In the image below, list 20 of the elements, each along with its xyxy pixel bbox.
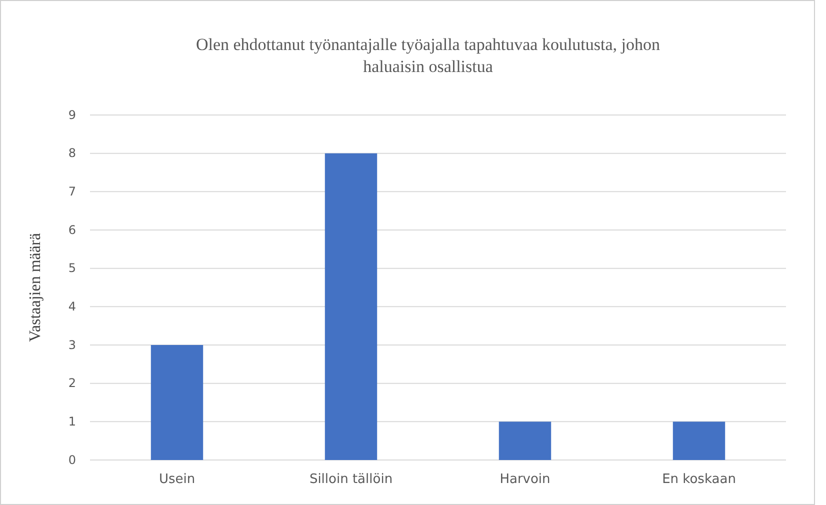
y-tick-label: 3	[68, 338, 76, 352]
x-tick-label: Harvoin	[500, 472, 550, 488]
y-tick-label: 9	[68, 108, 76, 122]
bar	[498, 422, 552, 460]
y-tick-label: 5	[68, 261, 76, 276]
y-tick-label: 8	[68, 146, 76, 160]
y-tick-label: 6	[68, 222, 76, 237]
bar	[324, 153, 378, 460]
chart-title: Olen ehdottanut työnantajalle työajalla tapahtuvaa koulutusta, johon haluaisin osallistua	[196, 35, 661, 76]
y-tick-label: 0	[68, 452, 76, 467]
y-tick-label: 1	[68, 414, 76, 429]
y-tick-label: 4	[68, 300, 76, 314]
bar	[150, 345, 204, 460]
x-tick-label: Usein	[158, 472, 196, 488]
y-axis-title: Vastaajien määrä	[27, 233, 44, 342]
x-tick-label: En koskaan	[662, 472, 736, 488]
y-tick-label: 7	[68, 184, 76, 199]
y-tick-label: 2	[68, 376, 76, 390]
x-tick-label: Silloin tällöin	[309, 472, 393, 488]
bar	[672, 422, 726, 460]
